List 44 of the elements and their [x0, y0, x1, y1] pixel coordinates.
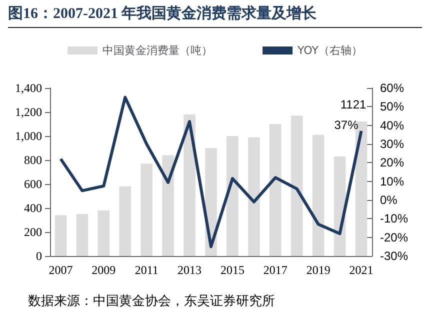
data-label: 1121 — [340, 97, 366, 112]
y-tick-label: 200 — [24, 225, 42, 239]
x-tick-label: 2021 — [349, 263, 374, 277]
source-note: 数据来源：中国黄金协会，东吴证券研究所 — [28, 292, 275, 310]
x-tick-label: 2017 — [263, 263, 288, 277]
bar — [312, 134, 324, 256]
y-tick-label: 600 — [24, 177, 42, 191]
x-tick-label: 2007 — [48, 263, 73, 277]
y2-tick-label: 60% — [380, 81, 404, 95]
data-label: 37% — [334, 118, 359, 132]
bar — [98, 210, 110, 256]
legend-label: YOY（右轴） — [296, 44, 362, 57]
x-tick-label: 2015 — [220, 263, 244, 277]
y-tick-label: 1,400 — [15, 81, 42, 95]
chart-title: 图16：2007-2021 年我国黄金消费需求量及增长 — [8, 4, 422, 28]
bar — [76, 214, 88, 256]
y-tick-label: 400 — [24, 201, 42, 215]
y2-tick-label: 0% — [380, 193, 398, 207]
y2-tick-label: -30% — [380, 249, 408, 263]
bar — [140, 164, 153, 256]
bar — [248, 137, 260, 256]
bar — [54, 215, 67, 256]
bar — [290, 116, 303, 256]
bar — [184, 114, 196, 256]
legend-label: 中国黄金消费量（吨） — [102, 44, 213, 57]
y-tick-label: 0 — [36, 249, 42, 263]
bar — [162, 155, 174, 256]
x-tick-label: 2019 — [306, 263, 330, 277]
x-tick-label: 2011 — [134, 263, 158, 277]
bar — [119, 186, 132, 256]
y2-tick-label: 20% — [380, 156, 404, 170]
x-tick-label: 2009 — [92, 263, 116, 277]
x-tick-label: 2013 — [178, 263, 202, 277]
y2-tick-label: -20% — [380, 230, 408, 244]
y2-tick-label: 50% — [380, 100, 404, 114]
y2-tick-label: 10% — [380, 174, 404, 188]
y2-tick-label: -10% — [380, 212, 408, 226]
y2-tick-label: 40% — [380, 118, 404, 132]
y-tick-label: 800 — [24, 153, 42, 167]
y-tick-label: 1,000 — [15, 129, 42, 143]
y-tick-label: 1,200 — [15, 105, 42, 119]
y2-tick-label: 30% — [380, 137, 404, 151]
bar — [269, 124, 282, 256]
bar — [226, 136, 238, 256]
